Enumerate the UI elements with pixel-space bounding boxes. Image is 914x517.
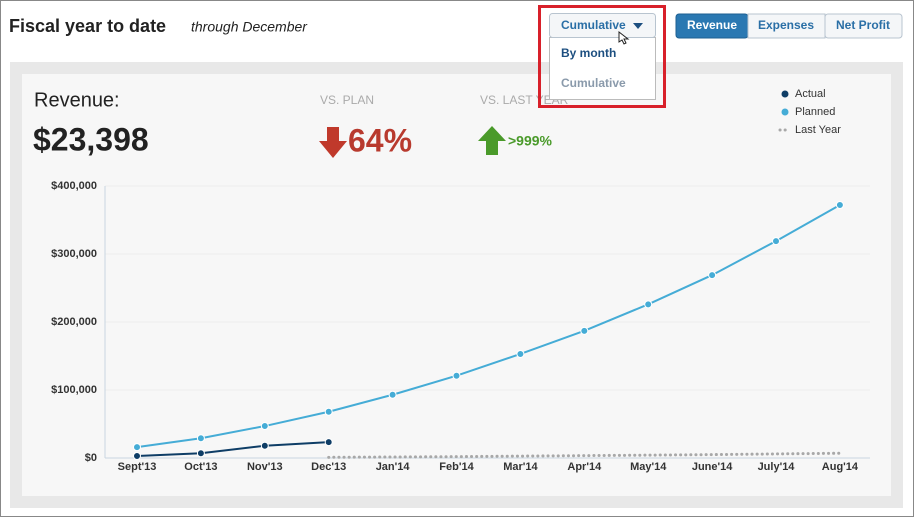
dropdown-selected[interactable]: Cumulative: [561, 18, 626, 32]
data-point: [516, 349, 525, 358]
legend-swatch: [781, 108, 789, 116]
series-line: [136, 204, 841, 449]
data-point: [388, 390, 397, 399]
x-tick-label: July'14: [758, 461, 796, 473]
vs-last-year-label: VS. LAST YEAR: [480, 93, 569, 107]
tab-label[interactable]: Expenses: [758, 18, 814, 32]
data-point: [580, 326, 589, 335]
legend-swatch: [781, 90, 789, 98]
vs-last-year: >999%: [508, 133, 553, 149]
x-tick-label: Oct'13: [184, 461, 217, 473]
x-tick-label: May'14: [630, 461, 667, 473]
legend-label: Actual: [795, 88, 826, 100]
data-point: [324, 407, 333, 416]
x-tick-label: Mar'14: [503, 461, 538, 473]
dropdown-menu: [549, 37, 656, 100]
dropdown-button[interactable]: [549, 13, 656, 38]
x-tick-label: Dec'13: [311, 461, 346, 473]
dropdown: Cumulative By month Cumulative: [538, 5, 666, 108]
x-tick-label: June'14: [692, 461, 733, 473]
y-tick-label: $400,000: [51, 180, 97, 192]
data-point: [324, 438, 333, 447]
down-arrow: [319, 127, 347, 158]
chart: $0 $100,000 $200,000 $300,000 $400,000 Sept'1…: [51, 88, 870, 473]
tab-label[interactable]: Net Profit: [836, 18, 890, 32]
tab-group: Revenue Expenses Net Profit: [675, 13, 903, 39]
data-point: [644, 300, 653, 309]
series-line: [136, 441, 329, 457]
highlight-box: [538, 5, 666, 108]
y-tick-label: $300,000: [51, 248, 97, 260]
tab[interactable]: [824, 13, 903, 39]
page-subtitle: through December: [191, 19, 308, 35]
data-point: [196, 434, 205, 443]
dropdown-option[interactable]: By month: [561, 46, 616, 60]
data-point: [708, 271, 717, 280]
summary-total: $23,398: [33, 121, 149, 157]
data-point: [133, 451, 141, 460]
vs-plan-label: VS. PLAN: [320, 93, 374, 107]
data-point: [260, 422, 269, 431]
x-tick-label: Feb'14: [439, 461, 474, 473]
legend-label: Last Year: [795, 124, 841, 136]
vs-plan: 64%: [348, 122, 412, 158]
data-point: [835, 201, 844, 210]
x-tick-label: Nov'13: [247, 461, 283, 473]
legend-label: Planned: [795, 106, 835, 118]
x-tick-label: Aug'14: [822, 461, 859, 473]
y-tick-label: $200,000: [51, 316, 97, 328]
cursor: [618, 30, 630, 45]
caret: [633, 23, 643, 29]
tab-label[interactable]: Revenue: [687, 18, 737, 32]
data-point: [260, 441, 269, 450]
y-tick-label: $100,000: [51, 384, 97, 396]
data-point: [772, 237, 780, 246]
x-tick-label: Jan'14: [376, 461, 411, 473]
x-tick-label: Apr'14: [567, 461, 602, 473]
x-tick-label: Sept'13: [118, 461, 157, 473]
panel-inner: [22, 74, 891, 496]
page-title: Fiscal year to date: [9, 16, 166, 36]
data-point: [452, 371, 461, 380]
data-point: [133, 443, 141, 452]
dropdown-option[interactable]: Cumulative: [561, 76, 626, 90]
up-arrow: [478, 126, 506, 155]
summary-label: Revenue:: [34, 89, 120, 111]
data-point: [196, 449, 205, 458]
series-line: [327, 451, 842, 459]
tab[interactable]: [747, 13, 826, 39]
y-tick-label: $0: [85, 452, 97, 464]
